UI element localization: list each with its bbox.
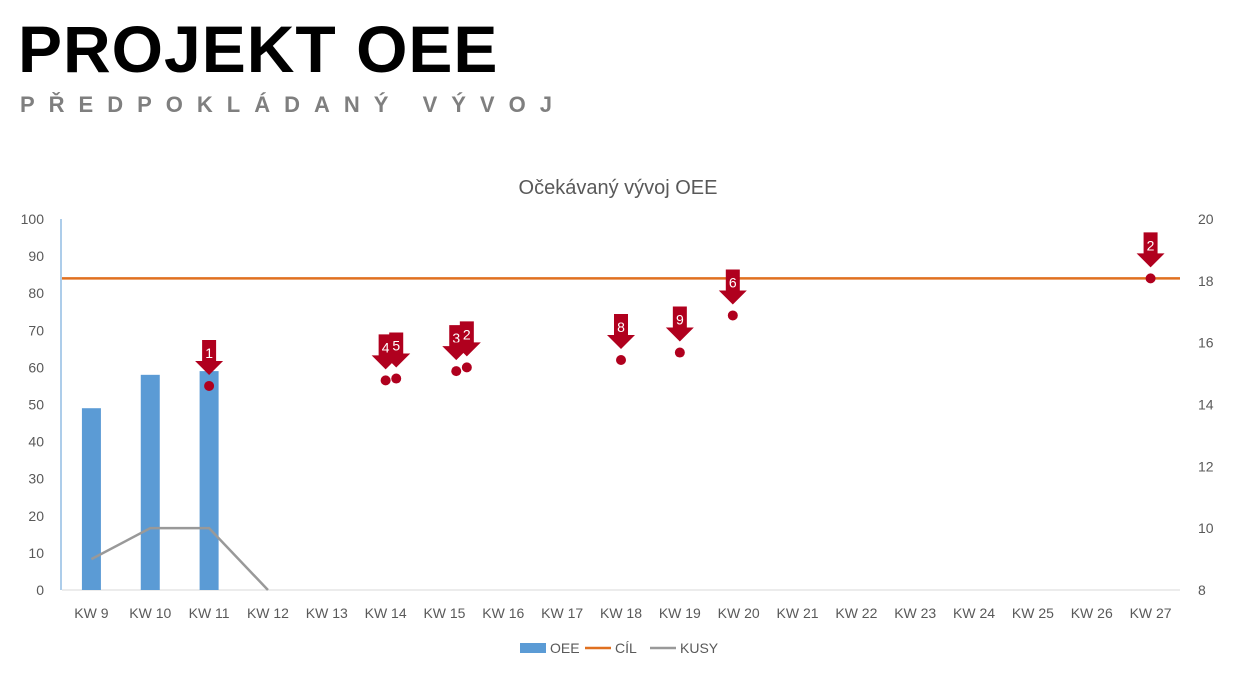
- legend-label: CÍL: [615, 640, 637, 656]
- marker-arrow: [195, 339, 224, 375]
- x-tick-label: KW 26: [1071, 605, 1113, 621]
- x-tick-label: KW 11: [189, 605, 230, 621]
- page-subtitle: PŘEDPOKLÁDANÝ VÝVOJ: [20, 92, 566, 117]
- marker-arrow: [1136, 232, 1165, 268]
- x-tick-label: KW 10: [129, 605, 171, 621]
- chart-title: Očekávaný vývoj OEE: [519, 177, 718, 199]
- x-tick-label: KW 13: [306, 605, 348, 621]
- marker-arrow: [718, 269, 747, 305]
- x-tick-label: KW 14: [365, 605, 407, 621]
- y-right-tick-label: 18: [1198, 273, 1214, 289]
- legend-swatch-oee: [520, 643, 546, 653]
- x-tick-label: KW 19: [659, 605, 701, 621]
- x-tick-label: KW 24: [953, 605, 995, 621]
- bar-oee: [199, 371, 219, 590]
- y-left-tick-label: 0: [36, 582, 44, 598]
- y-right-tick-label: 10: [1198, 520, 1214, 536]
- x-tick-label: KW 16: [482, 605, 524, 621]
- y-right-tick-label: 20: [1198, 211, 1214, 227]
- x-tick-label: KW 9: [74, 605, 108, 621]
- marker-label: 4: [382, 339, 390, 355]
- y-left-tick-label: 90: [28, 248, 44, 264]
- y-left-tick-label: 40: [28, 434, 44, 450]
- x-tick-label: KW 21: [777, 605, 819, 621]
- x-tick-label: KW 12: [247, 605, 289, 621]
- marker-arrow: [607, 313, 635, 349]
- marker-label: 8: [617, 319, 625, 335]
- x-tick-label: KW 17: [541, 605, 583, 621]
- y-left-tick-label: 100: [21, 211, 45, 227]
- x-tick-label: KW 15: [423, 605, 465, 621]
- marker-dot: [391, 373, 402, 384]
- marker-label: 6: [729, 274, 737, 290]
- x-tick-label: KW 18: [600, 605, 642, 621]
- bar-oee: [140, 374, 160, 590]
- y-left-tick-label: 60: [28, 359, 44, 375]
- marker-dot: [1145, 273, 1156, 284]
- page-title: PROJEKT OEE: [18, 12, 499, 86]
- x-tick-label: KW 25: [1012, 605, 1054, 621]
- y-right-tick-label: 14: [1198, 397, 1214, 413]
- legend-label: KUSY: [680, 640, 719, 656]
- marker-dot: [461, 362, 472, 373]
- y-right-tick-label: 12: [1198, 458, 1214, 474]
- legend-label: OEE: [550, 640, 580, 656]
- marker-arrow: [382, 332, 411, 368]
- marker-label: 2: [1147, 237, 1155, 253]
- marker-dot: [727, 310, 738, 321]
- marker-dot: [204, 380, 215, 391]
- x-tick-label: KW 27: [1130, 605, 1172, 621]
- x-tick-label: KW 23: [894, 605, 936, 621]
- marker-dot: [674, 347, 685, 358]
- y-left-tick-label: 70: [28, 322, 44, 338]
- marker-arrow: [452, 321, 481, 357]
- y-left-tick-label: 10: [28, 545, 44, 561]
- x-tick-label: KW 20: [718, 605, 760, 621]
- x-tick-label: KW 22: [835, 605, 877, 621]
- y-left-tick-label: 30: [28, 471, 44, 487]
- marker-label: 2: [463, 326, 471, 342]
- marker-label: 1: [205, 345, 213, 361]
- marker-dot: [451, 366, 462, 377]
- marker-arrow: [665, 306, 694, 342]
- marker-dot: [616, 354, 626, 365]
- marker-label: 9: [676, 312, 684, 328]
- y-right-tick-label: 16: [1198, 335, 1214, 351]
- marker-label: 3: [452, 330, 460, 346]
- y-left-tick-label: 50: [28, 397, 44, 413]
- bar-oee: [81, 408, 101, 590]
- marker-label: 5: [392, 338, 400, 354]
- marker-dot: [380, 375, 391, 386]
- y-right-tick-label: 8: [1198, 582, 1206, 598]
- line-kusy: [90, 526, 269, 591]
- y-left-tick-label: 20: [28, 508, 44, 524]
- y-left-tick-label: 80: [28, 285, 44, 301]
